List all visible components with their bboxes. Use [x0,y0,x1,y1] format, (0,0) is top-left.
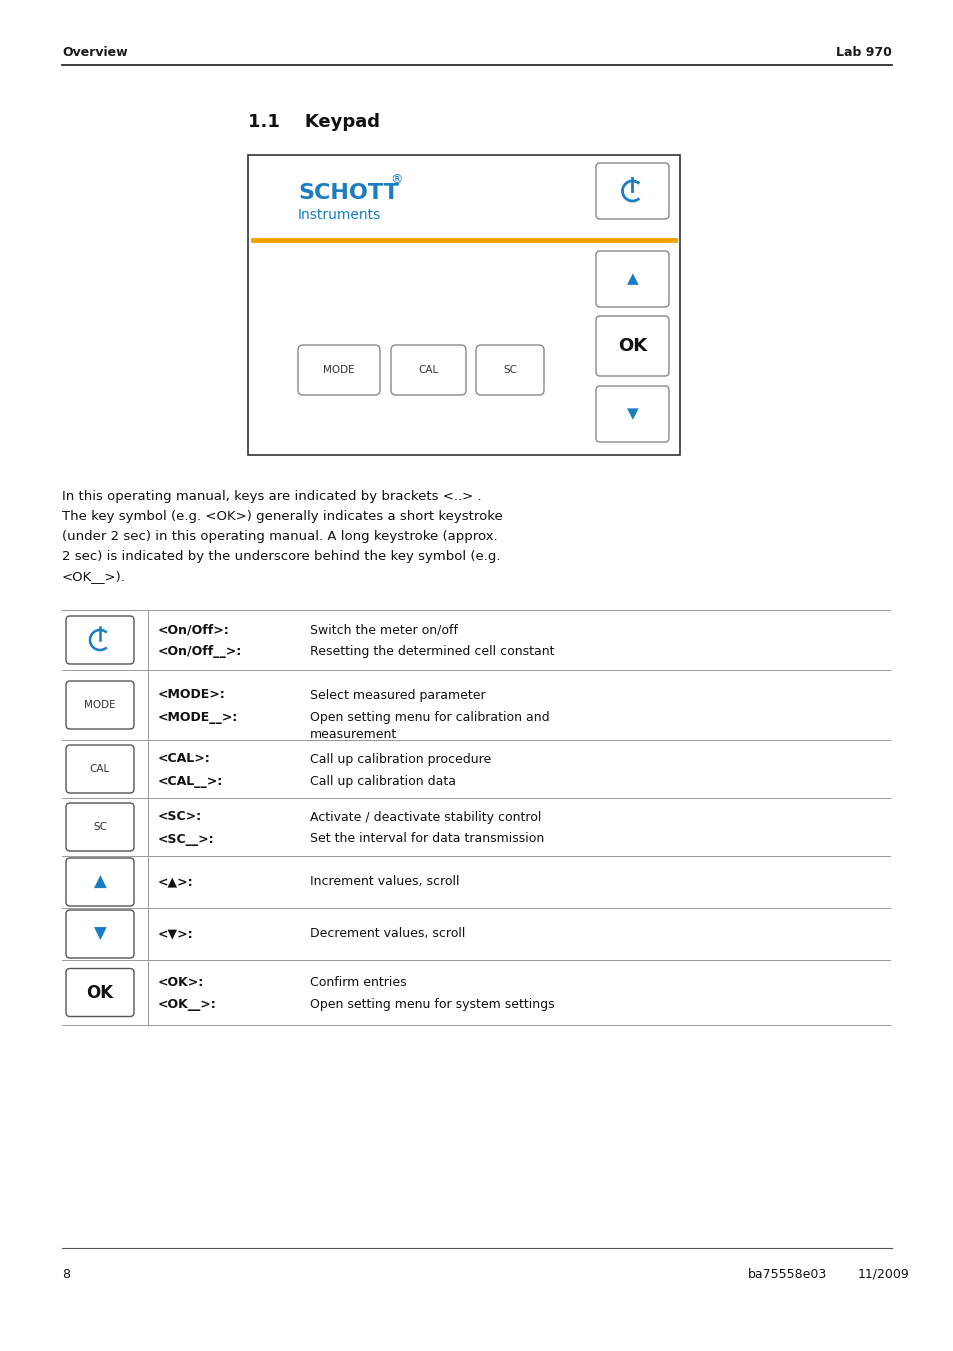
Text: OK: OK [618,336,646,355]
FancyBboxPatch shape [391,345,465,394]
Text: Overview: Overview [62,46,128,58]
FancyBboxPatch shape [297,345,379,394]
Text: 8: 8 [62,1267,70,1281]
Text: Confirm entries: Confirm entries [310,975,406,989]
Text: Call up calibration data: Call up calibration data [310,774,456,788]
Text: <SC__>:: <SC__>: [158,832,214,846]
Text: Activate / deactivate stability control: Activate / deactivate stability control [310,811,540,824]
Bar [248,155,679,455]
Text: Call up calibration procedure: Call up calibration procedure [310,753,491,766]
FancyBboxPatch shape [66,802,133,851]
FancyBboxPatch shape [66,744,133,793]
FancyBboxPatch shape [66,858,133,907]
Text: Open setting menu for calibration and: Open setting menu for calibration and [310,711,549,724]
Text: <MODE__>:: <MODE__>: [158,711,238,724]
FancyBboxPatch shape [66,681,133,730]
FancyBboxPatch shape [476,345,543,394]
Text: In this operating manual, keys are indicated by brackets <..> .: In this operating manual, keys are indic… [62,490,481,503]
Text: Set the interval for data transmission: Set the interval for data transmission [310,832,543,846]
Text: ▼: ▼ [626,407,638,422]
FancyBboxPatch shape [596,316,668,376]
Text: SC: SC [502,365,517,376]
FancyBboxPatch shape [66,969,133,1016]
Text: Open setting menu for system settings: Open setting menu for system settings [310,998,554,1011]
Text: <MODE>:: <MODE>: [158,689,226,701]
Text: Increment values, scroll: Increment values, scroll [310,875,459,889]
Text: ▲: ▲ [93,873,107,892]
FancyBboxPatch shape [596,251,668,307]
Text: 2 sec) is indicated by the underscore behind the key symbol (e.g.: 2 sec) is indicated by the underscore be… [62,550,500,563]
Text: CAL: CAL [90,765,110,774]
FancyBboxPatch shape [66,616,133,663]
Text: ▼: ▼ [93,925,107,943]
Text: MODE: MODE [84,700,115,711]
Text: Lab 970: Lab 970 [835,46,891,58]
FancyBboxPatch shape [66,911,133,958]
Text: (under 2 sec) in this operating manual. A long keystroke (approx.: (under 2 sec) in this operating manual. … [62,530,497,543]
Text: Switch the meter on/off: Switch the meter on/off [310,624,457,636]
Text: measurement: measurement [310,728,396,742]
FancyBboxPatch shape [596,163,668,219]
Text: <CAL>:: <CAL>: [158,753,211,766]
Text: <On/Off>:: <On/Off>: [158,624,230,636]
Text: <▲>:: <▲>: [158,875,193,889]
Text: ▲: ▲ [626,272,638,286]
FancyBboxPatch shape [596,386,668,442]
Text: OK: OK [87,984,113,1001]
Text: <On/Off__>:: <On/Off__>: [158,646,242,658]
Text: <▼>:: <▼>: [158,928,193,940]
Text: CAL: CAL [418,365,438,376]
Text: <OK>:: <OK>: [158,975,204,989]
Text: Decrement values, scroll: Decrement values, scroll [310,928,465,940]
Text: 1.1    Keypad: 1.1 Keypad [248,113,379,131]
Text: <OK__>).: <OK__>). [62,570,126,584]
Text: Select measured parameter: Select measured parameter [310,689,485,701]
Text: <SC>:: <SC>: [158,811,202,824]
Text: MODE: MODE [323,365,355,376]
Text: ba75558e03: ba75558e03 [747,1267,826,1281]
Text: ®: ® [390,173,402,186]
Text: <OK__>:: <OK__>: [158,998,216,1011]
Text: 11/2009: 11/2009 [857,1267,909,1281]
Text: Instruments: Instruments [297,208,381,222]
Text: Resetting the determined cell constant: Resetting the determined cell constant [310,646,554,658]
Text: SC: SC [92,821,107,832]
Text: SCHOTT: SCHOTT [297,182,398,203]
Text: <CAL__>:: <CAL__>: [158,774,223,788]
Text: The key symbol (e.g. <OK>) generally indicates a short keystroke: The key symbol (e.g. <OK>) generally ind… [62,509,502,523]
